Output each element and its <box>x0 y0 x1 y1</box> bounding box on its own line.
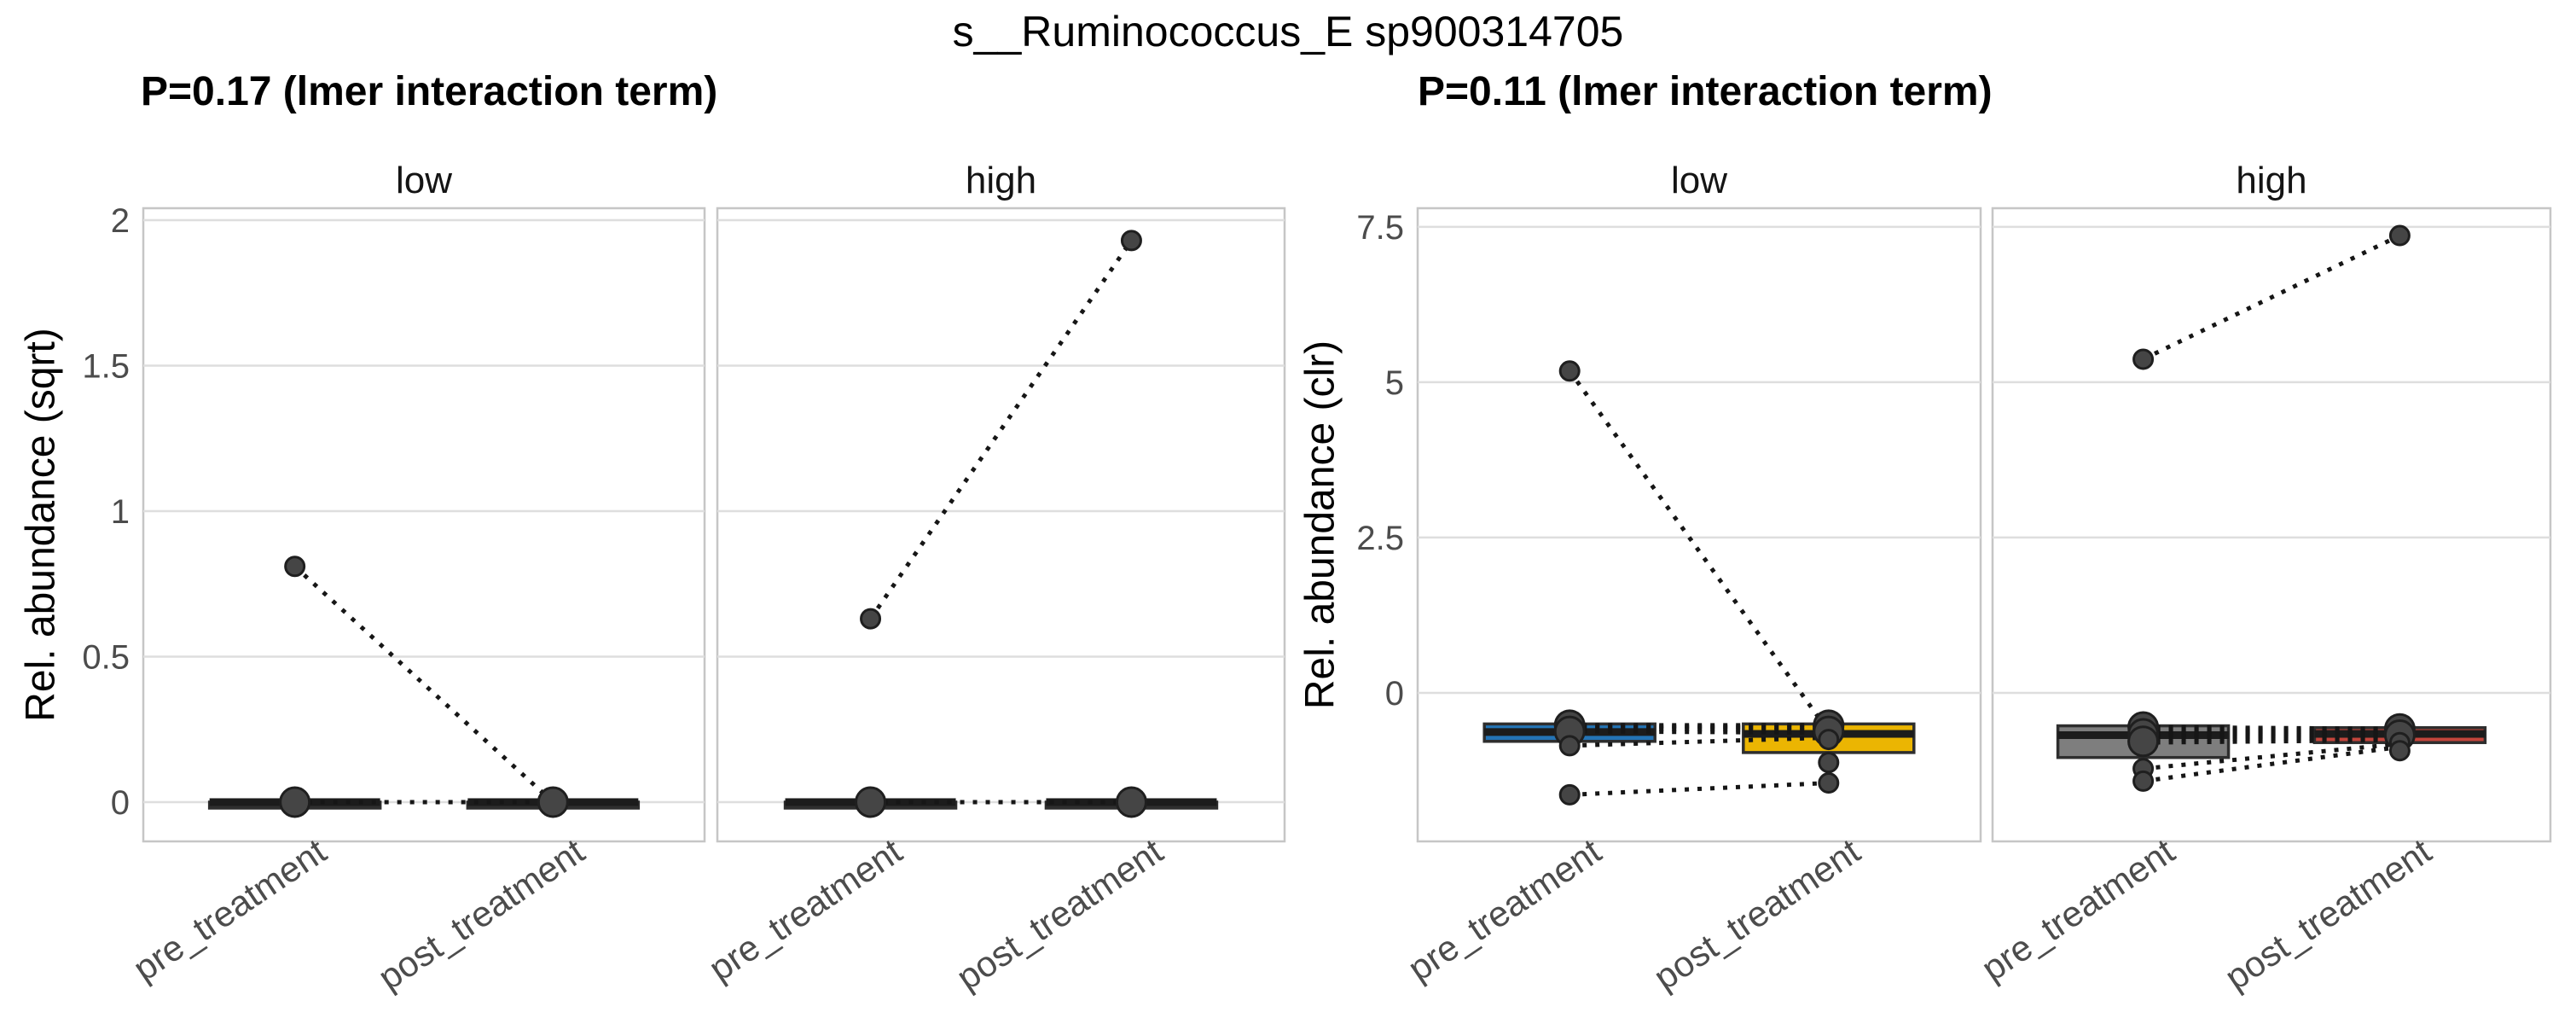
x-tick-label: post_treatment <box>371 830 592 998</box>
data-point <box>284 556 306 578</box>
data-point <box>2388 740 2411 762</box>
facet-panel <box>716 207 1286 843</box>
data-point <box>2388 224 2411 247</box>
data-point <box>1120 230 1142 252</box>
paired-sample-line <box>2143 737 2400 745</box>
left-plot-subtitle: P=0.17 (lmer interaction term) <box>141 69 718 114</box>
paired-sample-line <box>2143 734 2400 740</box>
data-point <box>1558 783 1581 806</box>
paired-sample-line <box>1569 735 1829 748</box>
facet-strip-label: low <box>396 160 452 201</box>
data-point <box>855 786 887 818</box>
facet-strip-label: low <box>1671 160 1727 201</box>
data-point <box>1558 735 1581 757</box>
y-tick-label: 0.5 <box>82 638 130 676</box>
y-tick-label: 1.5 <box>82 347 130 385</box>
y-tick-label: 7.5 <box>1356 209 1404 247</box>
data-point <box>2127 725 2160 758</box>
x-tick-label: pre_treatment <box>1975 830 2182 988</box>
paired-sample-line <box>2143 744 2400 783</box>
y-tick-label: 2 <box>111 202 130 240</box>
paired-sample-line <box>1569 729 1829 736</box>
y-tick-label: 0 <box>111 784 130 822</box>
x-tick-label: pre_treatment <box>126 830 334 988</box>
data-point <box>279 786 311 818</box>
y-tick-label: 1 <box>111 493 130 531</box>
y-tick-label: 0 <box>1385 675 1404 713</box>
paired-sample-line <box>1569 724 1829 730</box>
data-point <box>2132 770 2155 792</box>
y-tick-label: 2.5 <box>1356 520 1404 557</box>
paired-sample-line <box>2142 233 2401 362</box>
paired-sample-line <box>1569 781 1829 797</box>
x-tick-label: pre_treatment <box>702 830 909 988</box>
facet-strip-label: high <box>966 160 1036 201</box>
paired-sample-line <box>1569 725 1829 733</box>
right-plot-subtitle: P=0.11 (lmer interaction term) <box>1418 69 1993 114</box>
y-tick-label: 5 <box>1385 364 1404 402</box>
x-tick-label: post_treatment <box>949 830 1170 998</box>
x-tick-label: post_treatment <box>2218 830 2439 998</box>
facet-strip-label: high <box>2236 160 2306 201</box>
x-tick-label: pre_treatment <box>1401 830 1608 988</box>
data-point <box>1818 752 1840 774</box>
paired-sample-line <box>2143 736 2400 742</box>
data-point <box>537 786 569 818</box>
data-point <box>1558 360 1581 382</box>
paired-sample-line <box>2143 742 2400 771</box>
facet-panel <box>142 207 706 843</box>
data-point <box>1818 772 1840 794</box>
x-tick-label: post_treatment <box>1646 830 1867 998</box>
data-point <box>2132 348 2155 370</box>
data-point <box>1115 786 1147 818</box>
figure-title: s__Ruminococcus_E sp900314705 <box>952 8 1624 55</box>
data-point <box>1818 729 1840 751</box>
data-point <box>860 608 882 630</box>
